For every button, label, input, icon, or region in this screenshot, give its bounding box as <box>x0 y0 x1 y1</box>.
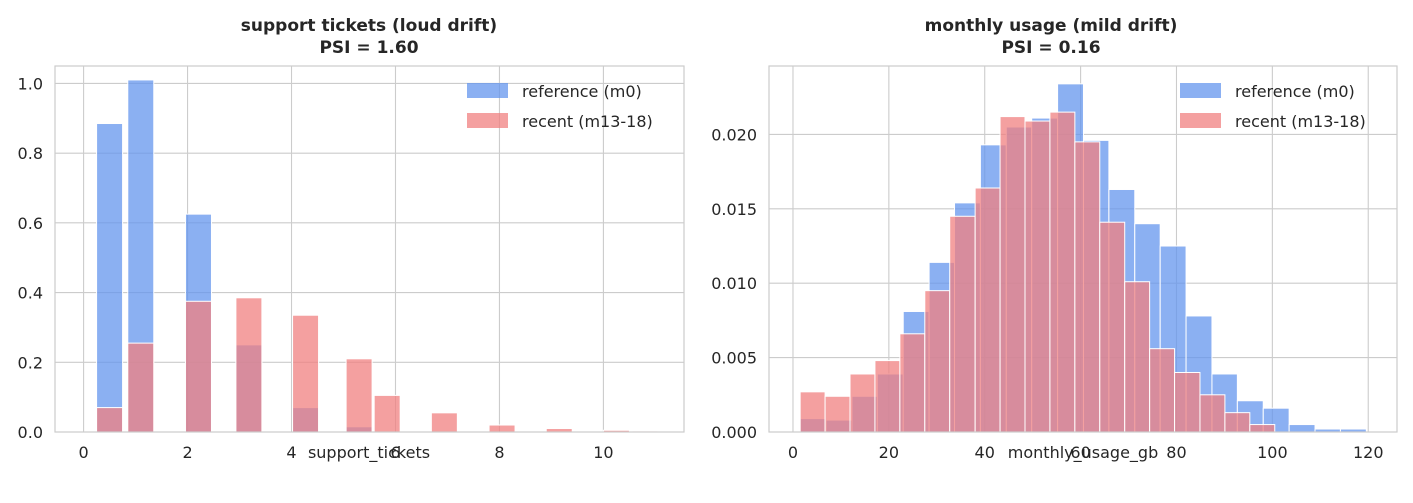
y-tick-label: 0.020 <box>711 125 757 144</box>
y-tick-label: 1.0 <box>18 74 43 93</box>
x-tick-label: 6 <box>390 443 400 462</box>
chart-title: support tickets (loud drift) <box>241 16 497 36</box>
legend: reference (m0) recent (m13-18) <box>1180 82 1366 131</box>
recent-bar <box>899 333 926 433</box>
chart-title: monthly usage (mild drift) <box>925 16 1178 36</box>
y-tick-label: 0.015 <box>711 200 757 219</box>
x-tick-labels: 0 20 40 60 80 100 120 <box>788 443 1384 462</box>
x-tick-label: 4 <box>286 443 296 462</box>
recent-bar <box>345 358 373 433</box>
recent-bar <box>999 116 1026 433</box>
x-tick-label: 80 <box>1166 443 1186 462</box>
x-tick-label: 120 <box>1353 443 1384 462</box>
y-tick-labels: 0.000 0.005 0.010 0.015 0.020 <box>711 125 757 442</box>
reference-bar <box>1288 424 1316 433</box>
support-tickets-chart: support tickets (loud drift) PSI = 1.60 … <box>18 16 685 463</box>
recent-bar <box>1049 111 1076 433</box>
recent-bar <box>184 300 212 433</box>
recent-bar <box>1249 424 1276 433</box>
x-tick-label: 100 <box>1257 443 1288 462</box>
recent-bar <box>799 391 826 433</box>
legend-swatch <box>1180 83 1221 98</box>
plot-frame <box>54 65 685 433</box>
x-axis-label: monthly_usage_gb <box>1008 443 1158 463</box>
recent-bar <box>1124 281 1151 433</box>
x-axis-label: support_tickets <box>308 443 430 463</box>
y-tick-label: 0.0 <box>18 423 43 442</box>
x-tick-label: 0 <box>788 443 798 462</box>
monthly-usage-chart: monthly usage (mild drift) PSI = 0.16 0 2… <box>711 16 1398 463</box>
recent-bar <box>974 187 1001 433</box>
x-tick-label: 0 <box>78 443 88 462</box>
x-tick-label: 8 <box>494 443 504 462</box>
recent-bar <box>292 314 320 433</box>
y-tick-label: 0.6 <box>18 214 43 233</box>
recent-bar <box>1174 371 1201 433</box>
legend: reference (m0) recent (m13-18) <box>467 82 653 131</box>
y-tick-label: 0.4 <box>18 284 43 303</box>
legend-swatch <box>1180 113 1221 128</box>
recent-bar <box>235 297 263 433</box>
recent-bar <box>373 394 401 433</box>
recent-bar <box>1199 394 1226 433</box>
x-tick-label: 10 <box>593 443 613 462</box>
y-tick-label: 0.010 <box>711 274 757 293</box>
x-tick-label: 20 <box>879 443 899 462</box>
recent-bar <box>949 215 976 433</box>
y-tick-label: 0.005 <box>711 349 757 368</box>
recent-bar <box>1099 221 1126 433</box>
recent-bar <box>824 395 851 433</box>
legend-swatch <box>467 113 508 128</box>
legend-label: recent (m13-18) <box>1235 112 1366 131</box>
chart-subtitle: PSI = 1.60 <box>319 38 418 58</box>
reference-bar <box>96 123 124 433</box>
x-tick-label: 60 <box>1070 443 1090 462</box>
recent-bar <box>488 424 516 433</box>
x-tick-label: 40 <box>975 443 995 462</box>
recent-bar <box>430 412 458 433</box>
recent-bar <box>127 342 155 433</box>
y-tick-label: 0.000 <box>711 423 757 442</box>
x-tick-labels: 0 2 4 6 8 10 <box>78 443 613 462</box>
legend-swatch <box>467 83 508 98</box>
legend-label: reference (m0) <box>522 82 642 101</box>
y-tick-label: 0.8 <box>18 144 43 163</box>
bars <box>799 83 1367 433</box>
y-tick-labels: 0.0 0.2 0.4 0.6 0.8 1.0 <box>18 74 43 442</box>
recent-bar <box>1149 348 1176 433</box>
recent-bar <box>1024 120 1051 433</box>
legend-label: reference (m0) <box>1235 82 1355 101</box>
recent-bar <box>924 290 951 433</box>
recent-bar <box>849 373 876 433</box>
recent-bar <box>1074 141 1101 433</box>
recent-bar <box>874 360 901 433</box>
bars <box>96 79 659 433</box>
recent-bar <box>96 407 124 433</box>
y-tick-label: 0.2 <box>18 353 43 372</box>
plot-frame <box>768 65 1398 433</box>
legend-label: recent (m13-18) <box>522 112 653 131</box>
recent-bar <box>1224 412 1251 433</box>
x-tick-label: 2 <box>182 443 192 462</box>
chart-subtitle: PSI = 0.16 <box>1001 38 1100 58</box>
